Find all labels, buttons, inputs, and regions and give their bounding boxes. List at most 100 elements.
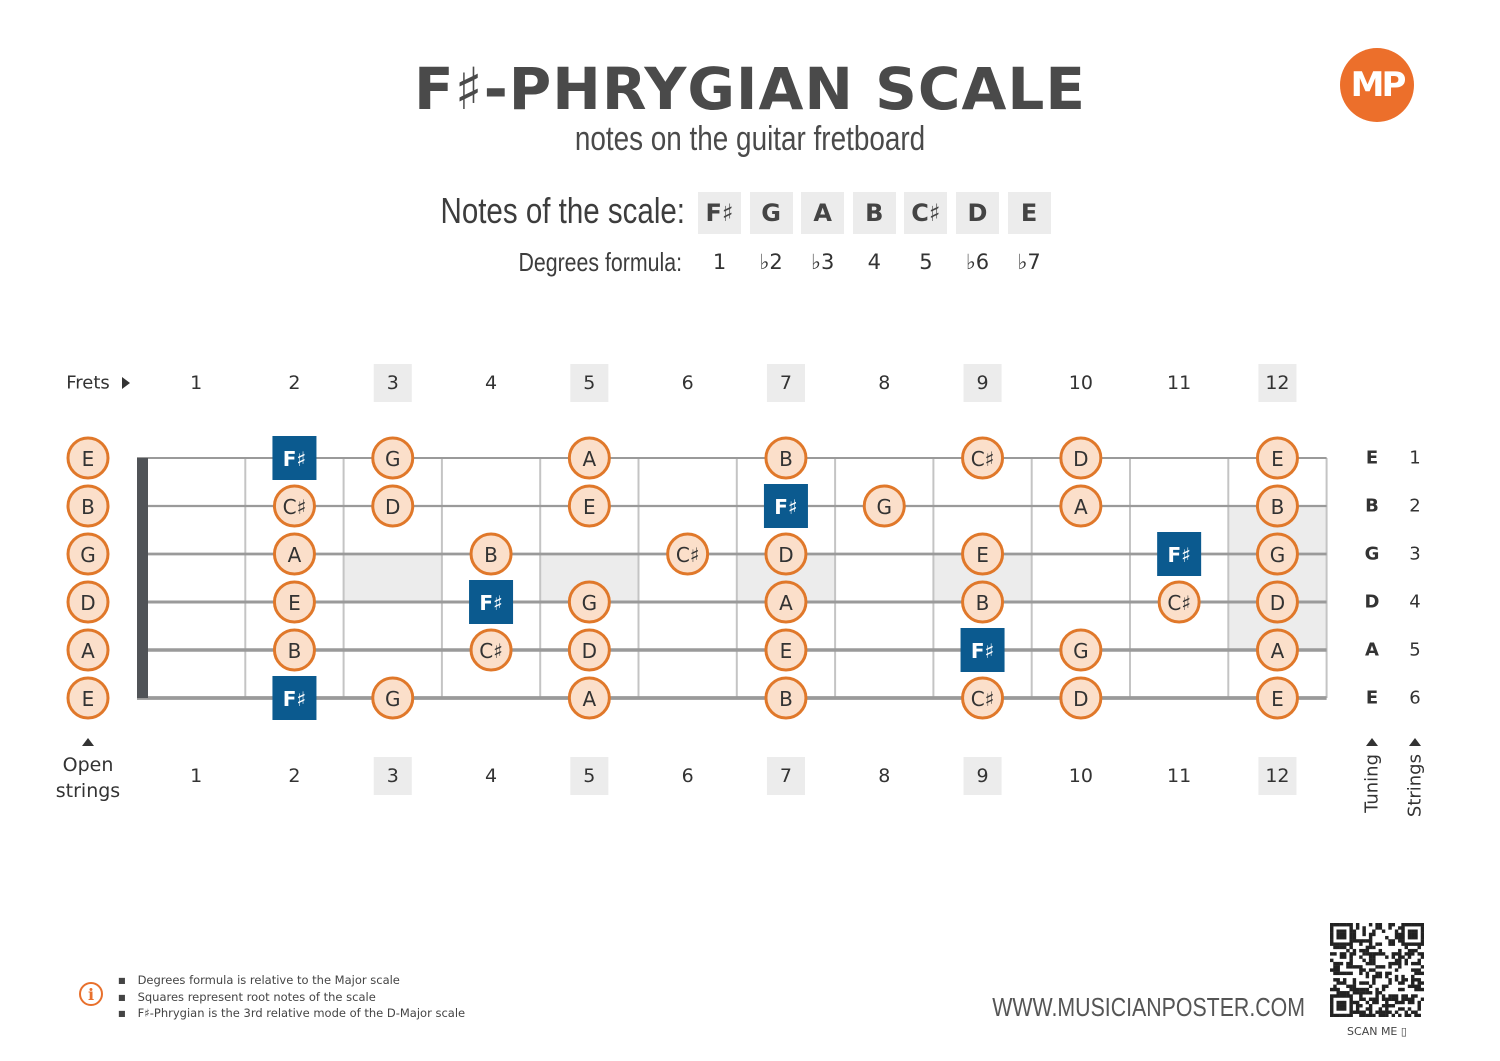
note-circle bbox=[764, 676, 808, 720]
note-label: D bbox=[1270, 591, 1285, 615]
string-number: 1 bbox=[1409, 448, 1420, 469]
qr-module bbox=[1349, 971, 1353, 976]
open-strings-label: Open bbox=[63, 754, 114, 776]
tuning-note: A bbox=[1365, 640, 1379, 661]
qr-module bbox=[1336, 1004, 1340, 1008]
note-label: E bbox=[82, 687, 95, 711]
note-circle bbox=[1059, 676, 1103, 720]
qr-module bbox=[1394, 929, 1399, 933]
qr-module bbox=[1330, 994, 1334, 998]
qr-module bbox=[1339, 929, 1344, 933]
qr-module bbox=[1339, 981, 1344, 985]
tuning-label: Tuning bbox=[1362, 754, 1383, 814]
qr-module bbox=[1330, 997, 1334, 1001]
website-link[interactable]: WWW.MUSICIANPOSTER.COM bbox=[992, 992, 1305, 1022]
qr-module bbox=[1355, 923, 1360, 927]
qr-module bbox=[1342, 1013, 1347, 1017]
qr-module bbox=[1346, 942, 1350, 946]
qr-module bbox=[1362, 932, 1366, 937]
root-note-label: F♯ bbox=[479, 591, 502, 615]
qr-module bbox=[1352, 981, 1357, 985]
string-number: 4 bbox=[1409, 592, 1420, 613]
qr-module bbox=[1349, 965, 1353, 969]
qr-module bbox=[1375, 965, 1379, 969]
qr-module bbox=[1420, 929, 1424, 933]
tuning-note: E bbox=[1366, 688, 1378, 709]
qr-module bbox=[1336, 965, 1340, 969]
note-label: C♯ bbox=[479, 639, 503, 663]
scale-note-box: G bbox=[749, 192, 793, 234]
qr-module bbox=[1349, 935, 1353, 940]
qr-module bbox=[1391, 955, 1396, 959]
qr-module bbox=[1404, 961, 1408, 966]
qr-module bbox=[1339, 1013, 1344, 1017]
qr-module bbox=[1352, 948, 1357, 953]
qr-module bbox=[1352, 939, 1357, 943]
fret-number: 8 bbox=[878, 372, 890, 394]
qr-module bbox=[1346, 1013, 1350, 1017]
qr-module bbox=[1372, 945, 1376, 950]
qr-module bbox=[1404, 945, 1408, 950]
fret-inlay bbox=[343, 554, 442, 602]
note-circle bbox=[66, 436, 110, 480]
qr-module bbox=[1342, 978, 1347, 982]
fret-number: 7 bbox=[780, 372, 792, 394]
note-label: B bbox=[1271, 495, 1285, 519]
qr-module bbox=[1404, 958, 1408, 963]
qr-module bbox=[1368, 984, 1373, 989]
scale-degree: ♭3 bbox=[811, 250, 835, 274]
qr-module bbox=[1352, 1010, 1357, 1014]
note-label: A bbox=[1074, 495, 1088, 519]
qr-module bbox=[1365, 991, 1370, 995]
qr-module bbox=[1349, 1007, 1353, 1011]
qr-module bbox=[1381, 997, 1386, 1001]
qr-module bbox=[1398, 958, 1402, 963]
note-label: E bbox=[780, 639, 793, 663]
fret-number: 6 bbox=[682, 765, 694, 787]
qr-module bbox=[1388, 994, 1392, 998]
qr-module bbox=[1346, 971, 1350, 976]
up-arrow-icon bbox=[1409, 738, 1421, 746]
note-circle bbox=[66, 676, 110, 720]
qr-module bbox=[1385, 1007, 1389, 1011]
qr-module bbox=[1420, 971, 1424, 976]
qr-module bbox=[1385, 1004, 1389, 1008]
qr-module bbox=[1359, 991, 1363, 995]
qr-module bbox=[1394, 952, 1399, 956]
scale-degree: ♭6 bbox=[965, 250, 990, 274]
qr-module bbox=[1339, 991, 1344, 995]
qr-module bbox=[1368, 1013, 1373, 1017]
qr-module bbox=[1362, 926, 1366, 930]
note-circle bbox=[272, 580, 316, 624]
note-label: C♯ bbox=[971, 447, 995, 471]
note-label: C♯ bbox=[971, 687, 995, 711]
qr-module bbox=[1359, 939, 1363, 943]
qr-module bbox=[1355, 926, 1360, 930]
note-label: B bbox=[779, 687, 793, 711]
note-label: A bbox=[288, 543, 302, 567]
qr-module bbox=[1417, 978, 1421, 982]
fret-number: 10 bbox=[1069, 372, 1093, 394]
qr-module bbox=[1336, 1000, 1340, 1005]
note-circle bbox=[961, 676, 1005, 720]
fret-number: 9 bbox=[977, 765, 989, 787]
qr-module bbox=[1336, 942, 1340, 946]
qr-module bbox=[1414, 978, 1418, 982]
qr-module bbox=[1342, 952, 1347, 956]
degrees-formula-label: Degrees formula: bbox=[518, 247, 682, 277]
qr-module bbox=[1333, 994, 1337, 998]
qr-module bbox=[1336, 935, 1340, 940]
fret-marker-box bbox=[570, 757, 609, 795]
qr-module bbox=[1368, 923, 1373, 927]
qr-module bbox=[1414, 942, 1418, 946]
qr-module bbox=[1411, 1010, 1415, 1014]
qr-module bbox=[1388, 965, 1392, 969]
qr-module bbox=[1359, 942, 1363, 946]
qr-module bbox=[1359, 994, 1363, 998]
note-circle bbox=[567, 628, 611, 672]
string-number: 6 bbox=[1409, 688, 1420, 709]
qr-module bbox=[1359, 981, 1363, 985]
qr-module bbox=[1378, 1010, 1383, 1014]
qr-module bbox=[1378, 974, 1383, 979]
